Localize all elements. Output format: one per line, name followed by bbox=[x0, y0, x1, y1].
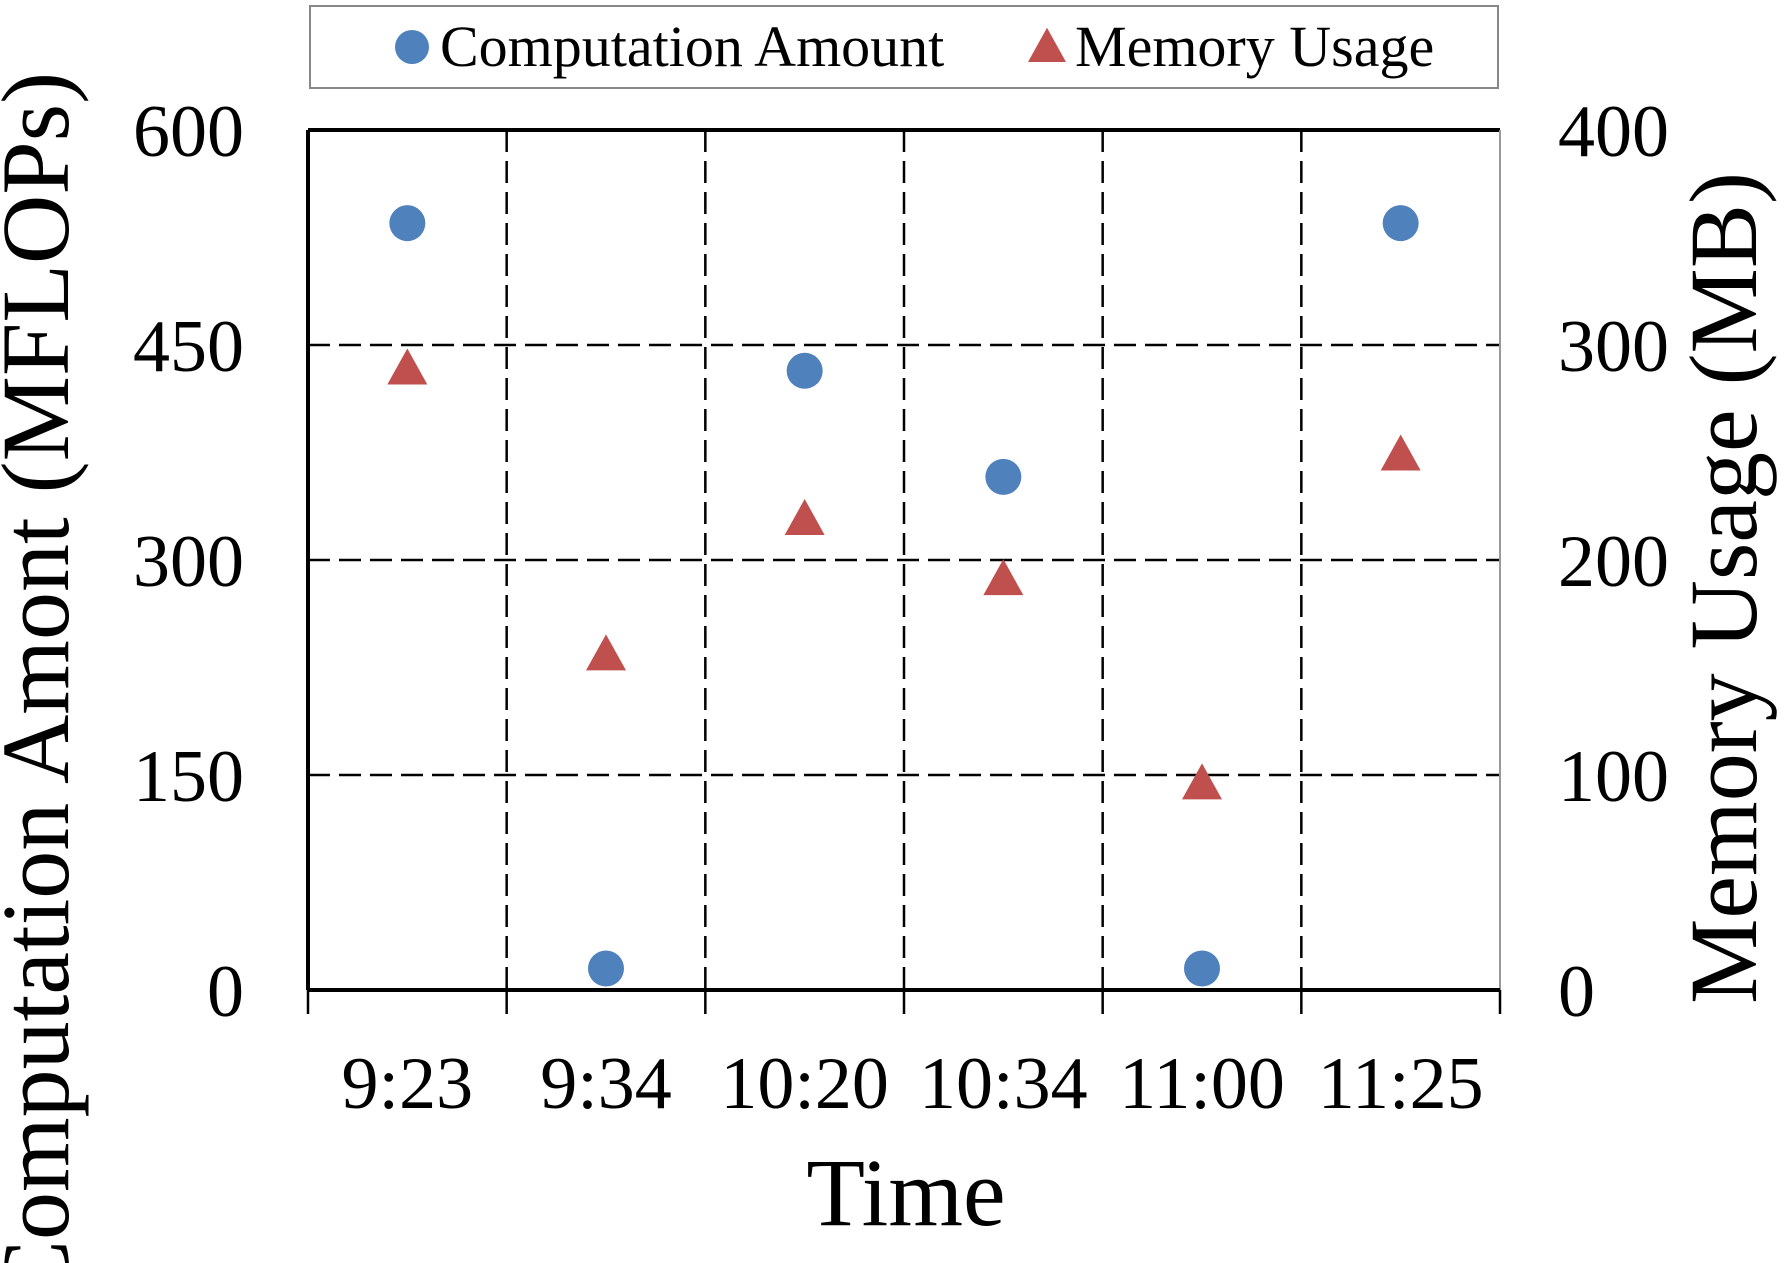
memory-point bbox=[586, 634, 626, 671]
left-tick-label: 150 bbox=[133, 736, 244, 818]
right-tick-label: 400 bbox=[1558, 91, 1669, 173]
computation-point bbox=[1382, 205, 1419, 242]
memory-point bbox=[1182, 763, 1222, 800]
computation-point bbox=[588, 950, 624, 987]
x-axis-ticks: 9:23 9:34 10:20 10:34 11:00 11:25 bbox=[342, 1043, 1484, 1125]
memory-point bbox=[983, 559, 1024, 596]
computation-point bbox=[786, 352, 823, 389]
x-tick-label: 9:34 bbox=[540, 1043, 672, 1125]
computation-point bbox=[389, 205, 426, 242]
left-tick-label: 600 bbox=[133, 91, 244, 173]
left-axis-title: Computation Amont (MFLOPs) bbox=[0, 72, 89, 1263]
memory-point bbox=[784, 498, 825, 535]
memory-point bbox=[387, 348, 428, 385]
grid-lines bbox=[308, 130, 1500, 990]
legend-box bbox=[309, 5, 1499, 89]
left-tick-label: 450 bbox=[133, 306, 244, 388]
x-tick-label: 11:25 bbox=[1318, 1043, 1484, 1125]
memory-point bbox=[1380, 434, 1421, 471]
right-tick-label: 200 bbox=[1558, 521, 1669, 603]
x-tick-label: 10:20 bbox=[720, 1043, 889, 1125]
data-points bbox=[387, 205, 1421, 987]
legend-label: Computation Amount bbox=[440, 14, 944, 79]
right-tick-label: 300 bbox=[1558, 306, 1669, 388]
x-tick-label: 11:00 bbox=[1119, 1043, 1285, 1125]
right-tick-label: 0 bbox=[1558, 951, 1595, 1033]
x-tick-label: 10:34 bbox=[919, 1043, 1088, 1125]
legend-marker-computation bbox=[395, 30, 429, 64]
left-tick-label: 0 bbox=[207, 951, 244, 1033]
x-tick-label: 9:23 bbox=[342, 1043, 474, 1125]
axes bbox=[306, 128, 1502, 1014]
computation-point bbox=[985, 458, 1022, 495]
x-axis-title: Time bbox=[806, 1139, 1005, 1246]
right-axis-title: Memory Usage (MB) bbox=[1670, 172, 1777, 1004]
legend-marker-memory bbox=[1028, 27, 1066, 62]
computation-point bbox=[1184, 950, 1220, 987]
legend-label: Memory Usage bbox=[1075, 14, 1434, 79]
right-tick-label: 100 bbox=[1558, 736, 1669, 818]
left-tick-label: 300 bbox=[133, 521, 244, 603]
right-axis-ticks: 0 100 200 300 400 bbox=[1558, 91, 1669, 1033]
legend: Computation Amount Memory Usage bbox=[309, 5, 1499, 89]
left-axis-ticks: 0 150 300 450 600 bbox=[133, 91, 244, 1033]
